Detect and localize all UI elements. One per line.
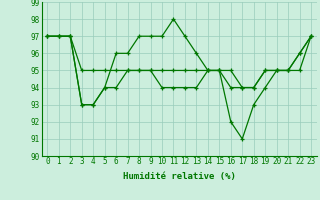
X-axis label: Humidité relative (%): Humidité relative (%) xyxy=(123,172,236,181)
